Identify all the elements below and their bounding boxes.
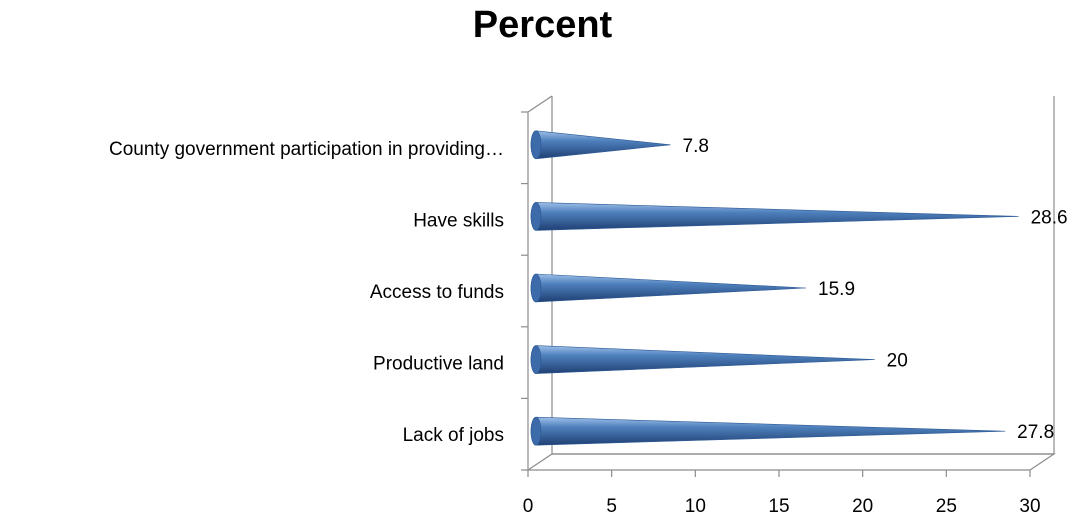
floor xyxy=(526,453,1056,471)
bar-cone-base xyxy=(530,130,542,160)
x-tick-label: 0 xyxy=(523,496,534,517)
back-wall xyxy=(551,96,1055,455)
data-label: 20 xyxy=(887,351,908,372)
bar-cone xyxy=(530,416,1006,446)
bar-cone xyxy=(530,202,1019,231)
bar-cone xyxy=(530,345,875,374)
data-label: 28.6 xyxy=(1031,207,1068,228)
category-label: County government participation in provi… xyxy=(109,139,504,160)
bar-cone-base xyxy=(530,202,542,231)
bar-cone-base xyxy=(530,345,542,374)
bar-cone xyxy=(530,273,807,303)
data-label: 7.8 xyxy=(683,136,709,157)
category-label: Have skills xyxy=(413,210,504,231)
x-tick-label: 25 xyxy=(936,496,957,517)
data-label: 27.8 xyxy=(1017,422,1054,443)
x-tick-label: 5 xyxy=(606,496,617,517)
category-label: Access to funds xyxy=(370,282,504,303)
data-label: 15.9 xyxy=(818,279,855,300)
x-tick-label: 10 xyxy=(685,496,706,517)
category-label: Productive land xyxy=(373,354,504,375)
x-tick-label: 30 xyxy=(1019,496,1040,517)
x-axis-ticks: 0 5 10 15 20 25 30 xyxy=(523,470,1041,517)
x-tick-label: 15 xyxy=(768,496,789,517)
category-label: Lack of jobs xyxy=(403,425,504,446)
bar-cone xyxy=(530,130,671,160)
x-tick-label: 20 xyxy=(852,496,873,517)
bar-cone-base xyxy=(530,273,542,303)
bars-group: 27.8 20 15.9 28.6 7.8 xyxy=(530,130,1068,446)
side-wall-top-edge xyxy=(527,95,553,113)
category-labels: Lack of jobs Productive land Access to fun… xyxy=(109,139,504,446)
bar-cone-base xyxy=(530,416,542,446)
chart-title: Percent xyxy=(472,4,613,46)
